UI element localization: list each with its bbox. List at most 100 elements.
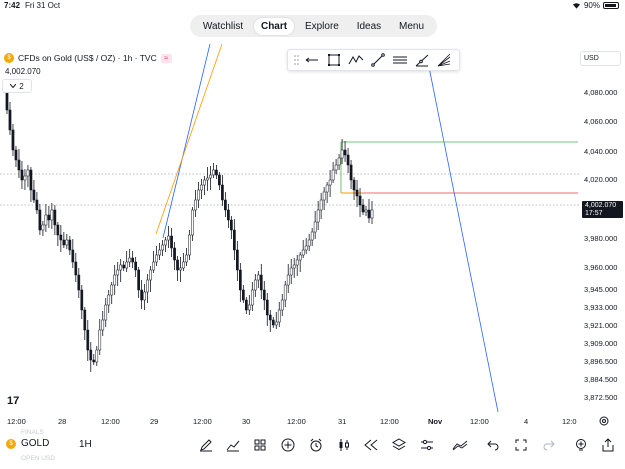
share-upload-icon[interactable]: [600, 437, 616, 453]
tab-watchlist[interactable]: Watchlist: [202, 20, 244, 32]
rectangle-tool-icon[interactable]: [324, 51, 344, 69]
candle: [328, 170, 332, 197]
time-tick-label: 12:00: [380, 417, 399, 426]
currency-selector[interactable]: USD: [580, 51, 621, 66]
indicators-count: 2: [19, 81, 24, 91]
bar-countdown: 17:57: [585, 209, 603, 217]
gold-coin-icon: $: [6, 438, 16, 449]
candle: [268, 310, 272, 332]
candle: [241, 285, 245, 303]
settings-sliders-icon[interactable]: [419, 437, 435, 453]
candle: [253, 274, 257, 297]
indicators-icon[interactable]: [225, 437, 241, 453]
candle: [197, 182, 200, 208]
price-tick-label: 3,921.000: [584, 321, 618, 330]
drawing-pen-icon[interactable]: [198, 437, 214, 453]
candle: [173, 242, 176, 270]
candle: [47, 206, 51, 228]
candle: [355, 180, 359, 207]
candle: [107, 290, 111, 313]
alarm-clock-icon[interactable]: [308, 437, 324, 453]
templates-grid-icon[interactable]: [252, 437, 268, 453]
candle: [8, 102, 12, 135]
arrow-left-tool-icon[interactable]: [302, 51, 322, 69]
symbol-search-button[interactable]: $ GOLD: [6, 438, 49, 449]
candle: [358, 188, 362, 217]
trend-line-blue[interactable]: [162, 43, 211, 239]
candle: [104, 298, 108, 327]
compare-lines-icon[interactable]: [452, 437, 468, 453]
candle: [274, 312, 278, 329]
candle: [176, 256, 179, 281]
candle: [191, 207, 194, 241]
fib-fan-tool-icon[interactable]: [434, 51, 454, 69]
candle: [277, 302, 281, 327]
price-chart[interactable]: [0, 40, 580, 412]
redo-icon[interactable]: [541, 437, 557, 453]
price-tick-label: 3,980.000: [584, 234, 618, 243]
candle: [346, 148, 350, 173]
candle: [152, 251, 155, 273]
path-tool-icon[interactable]: [346, 51, 366, 69]
candle: [137, 267, 140, 298]
symbol-header[interactable]: $ CFDs on Gold (US$ / OZ) · 1h · TVC ≈: [4, 53, 172, 63]
tab-explore[interactable]: Explore: [304, 20, 339, 32]
rewind-icon[interactable]: [363, 437, 379, 453]
last-price-value: 4,002.070: [585, 202, 617, 209]
candle: [32, 180, 36, 203]
price-tick-label: 4,080.000: [584, 88, 618, 97]
time-tick-label: 29: [150, 417, 159, 426]
tab-chart[interactable]: Chart: [253, 17, 295, 35]
candle: [44, 204, 48, 232]
faded-label: FINALS: [21, 429, 44, 436]
candle: [110, 282, 114, 304]
publish-idea-icon[interactable]: [573, 437, 589, 453]
status-right: 90%: [572, 1, 619, 10]
candle: [146, 274, 149, 303]
candle: [74, 253, 78, 282]
price-tick-label: 3,945.000: [584, 285, 618, 294]
candle: [301, 240, 305, 258]
chevron-down-icon: [10, 84, 17, 88]
layers-icon[interactable]: [391, 437, 407, 453]
candle: [244, 297, 248, 314]
candle: [80, 285, 84, 319]
wave-icon[interactable]: ≈: [160, 53, 172, 63]
trend-line-orange[interactable]: [155, 43, 223, 235]
indicators-toggle[interactable]: 2: [2, 79, 32, 93]
interval-button[interactable]: 1H: [79, 439, 92, 450]
price-tick-label: 3,884.500: [584, 375, 618, 384]
candle: [158, 243, 161, 260]
candle: [167, 226, 170, 248]
price-tick-label: 3,933.000: [584, 303, 618, 312]
candle: [164, 237, 167, 252]
candle: [23, 169, 27, 190]
candle: [122, 261, 126, 271]
candle: [56, 222, 60, 246]
time-tick-label: Nov: [428, 417, 443, 426]
undo-icon[interactable]: [485, 437, 501, 453]
candle: [313, 211, 317, 239]
candle: [352, 177, 356, 200]
settings-icon[interactable]: [598, 415, 610, 427]
candle: [316, 201, 320, 230]
ray-tool-icon[interactable]: [412, 51, 432, 69]
drag-handle-icon[interactable]: [292, 54, 300, 66]
candle: [247, 295, 251, 315]
fullscreen-icon[interactable]: [513, 437, 529, 453]
add-plus-icon[interactable]: [280, 437, 296, 453]
candle: [119, 259, 123, 282]
candle: [143, 284, 146, 310]
candles-style-icon[interactable]: [336, 437, 352, 453]
time-tick-label: 12:00: [7, 417, 26, 426]
candle: [149, 266, 152, 292]
tab-menu[interactable]: Menu: [399, 20, 425, 32]
candle: [337, 154, 341, 170]
trend-line-tool-icon[interactable]: [368, 51, 388, 69]
parallel-channel-tool-icon[interactable]: [390, 51, 410, 69]
tab-ideas[interactable]: Ideas: [356, 20, 382, 32]
time-tick-label: 31: [338, 417, 347, 426]
trend-line-blue-right[interactable]: [427, 61, 499, 412]
price-tick-label: 3,960.000: [584, 263, 618, 272]
candle: [92, 354, 96, 365]
